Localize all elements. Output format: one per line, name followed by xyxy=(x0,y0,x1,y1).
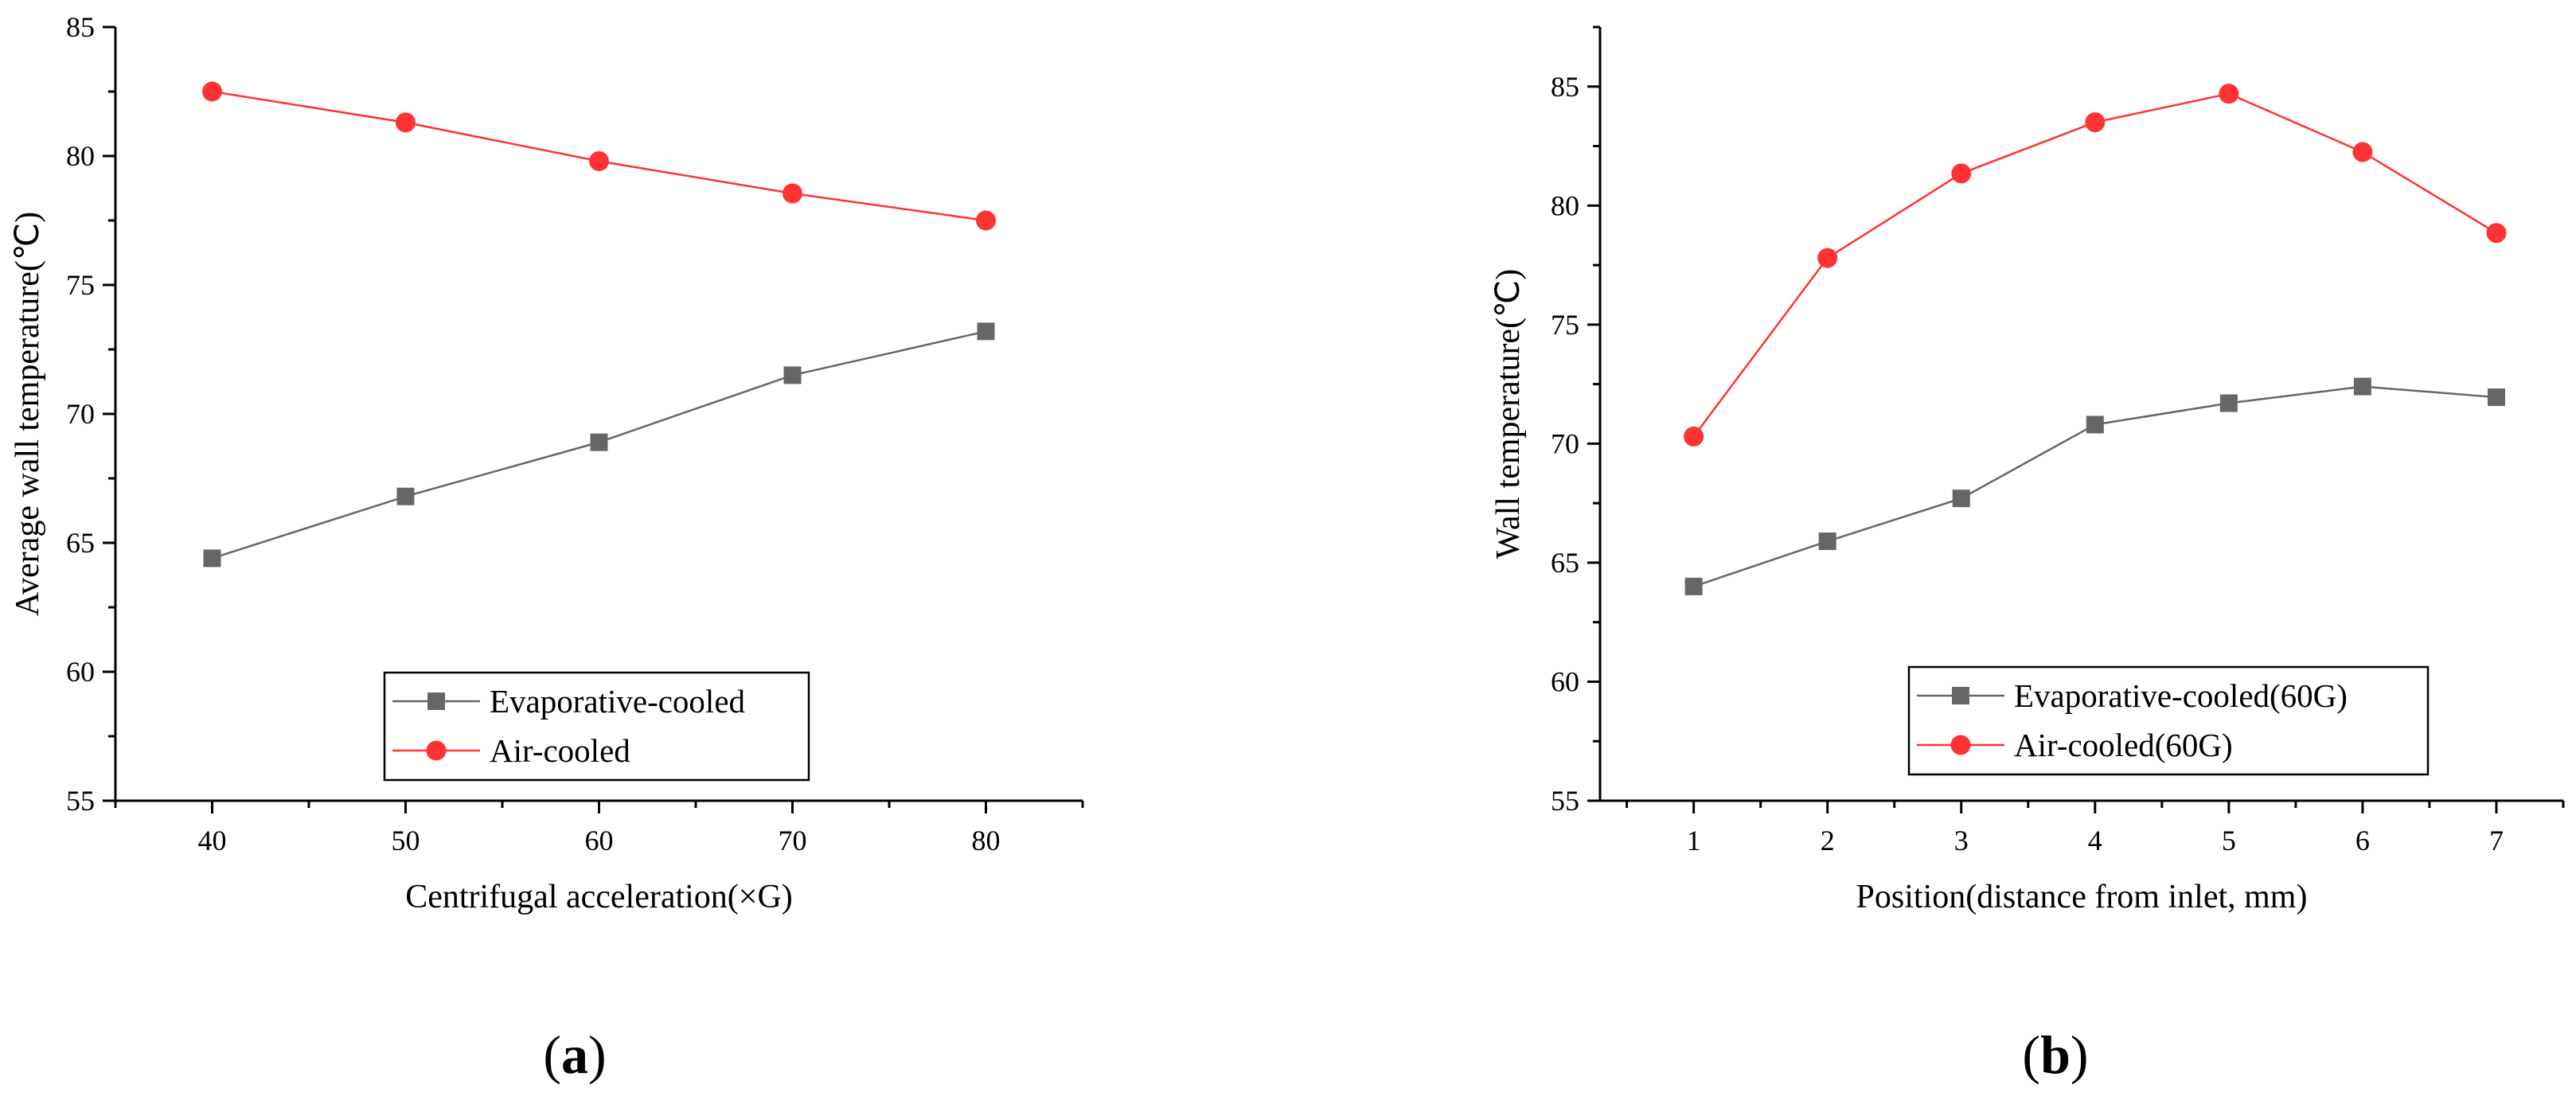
y-tick-label: 55 xyxy=(66,785,95,817)
y-tick-label: 70 xyxy=(66,398,95,430)
data-point-circle xyxy=(2085,112,2106,133)
panel-label: (b) xyxy=(2022,1024,2088,1085)
x-tick-label: 1 xyxy=(1687,825,1701,856)
data-point-square xyxy=(977,322,995,341)
data-point-circle xyxy=(202,81,222,102)
data-point-circle xyxy=(589,150,609,171)
legend-marker-circle xyxy=(1950,735,1971,755)
x-tick-label: 80 xyxy=(972,825,1001,856)
data-point-square xyxy=(2353,377,2371,396)
y-tick-label: 65 xyxy=(66,527,95,559)
y-tick-label: 60 xyxy=(66,656,95,688)
x-tick-label: 5 xyxy=(2222,825,2236,856)
x-tick-label: 70 xyxy=(779,825,807,856)
chart-panel-a: 55 60 65 70 75 80 85 40 50 60 70 80 Centrifugal acce… xyxy=(10,11,1084,1085)
data-point-circle xyxy=(1817,248,1838,268)
x-tick-label: 50 xyxy=(392,825,420,856)
series-line xyxy=(1692,92,2497,438)
x-tick-label: 40 xyxy=(198,825,227,856)
x-axis-title: Centrifugal acceleration(×G) xyxy=(405,879,793,915)
y-tick-label: 75 xyxy=(1551,309,1579,341)
panel-label-open: ( xyxy=(2022,1024,2040,1085)
panel-label-close: ) xyxy=(2071,1024,2089,1085)
y-tick-label: 80 xyxy=(1551,189,1579,221)
data-point-square xyxy=(1684,577,1703,595)
data-point-square xyxy=(2086,415,2104,434)
legend-label: Air-cooled(60G) xyxy=(2014,727,2233,763)
y-tick-label: 65 xyxy=(1551,547,1579,579)
data-point-circle xyxy=(783,183,802,204)
panel-label-letter: b xyxy=(2040,1024,2071,1085)
legend-label: Air-cooled xyxy=(490,732,630,769)
y-tick-label: 75 xyxy=(66,269,95,301)
data-point-circle xyxy=(2352,142,2373,162)
x-tick-label: 2 xyxy=(1821,825,1835,856)
panel-label-close: ) xyxy=(588,1024,607,1085)
legend-label: Evaporative-cooled xyxy=(490,683,745,720)
data-point-square xyxy=(783,366,802,384)
data-point-square xyxy=(2487,388,2505,407)
y-tick-label: 60 xyxy=(1551,665,1579,697)
legend-marker-square xyxy=(427,692,445,710)
data-point-circle xyxy=(1684,426,1704,447)
panel-label-letter: a xyxy=(561,1024,588,1085)
data-point-circle xyxy=(976,210,996,231)
legend-label: Evaporative-cooled(60G) xyxy=(2014,677,2348,714)
y-tick-label: 80 xyxy=(66,140,95,172)
data-point-square xyxy=(1818,532,1836,551)
legend-box xyxy=(383,671,810,782)
legend-marker-circle xyxy=(426,740,447,761)
y-tick-label: 55 xyxy=(1551,785,1579,817)
x-tick-label: 3 xyxy=(1954,825,1969,856)
y-tick-label: 85 xyxy=(1551,71,1579,103)
data-point-circle xyxy=(2219,84,2239,104)
y-axis-title: Average wall temperature(℃) xyxy=(10,212,46,616)
panel-label-open: ( xyxy=(543,1024,561,1085)
data-point-square xyxy=(203,549,221,568)
chart-panel-b: 55 60 65 70 75 80 85 1 2 3 4 5 6 7 Position(distance f… xyxy=(1490,25,2565,1085)
panel-label: (a) xyxy=(543,1024,606,1085)
data-point-circle xyxy=(1951,163,1972,184)
x-tick-label: 6 xyxy=(2355,825,2370,856)
x-tick-label: 7 xyxy=(2489,825,2504,856)
data-point-circle xyxy=(2486,223,2507,244)
data-point-circle xyxy=(396,112,416,133)
data-point-square xyxy=(2219,394,2238,412)
legend-marker-square xyxy=(1952,687,1969,704)
x-tick-label: 60 xyxy=(585,825,614,856)
x-tick-label: 4 xyxy=(2088,825,2102,856)
data-point-square xyxy=(1952,490,1970,508)
data-point-square xyxy=(590,433,608,451)
x-axis-title: Position(distance from inlet, mm) xyxy=(1856,879,2308,915)
y-tick-label: 85 xyxy=(66,11,95,43)
data-point-square xyxy=(396,487,415,505)
y-tick-label: 70 xyxy=(1551,427,1579,459)
legend-box xyxy=(1907,665,2430,776)
y-axis-title: Wall temperature(℃) xyxy=(1490,269,1527,559)
